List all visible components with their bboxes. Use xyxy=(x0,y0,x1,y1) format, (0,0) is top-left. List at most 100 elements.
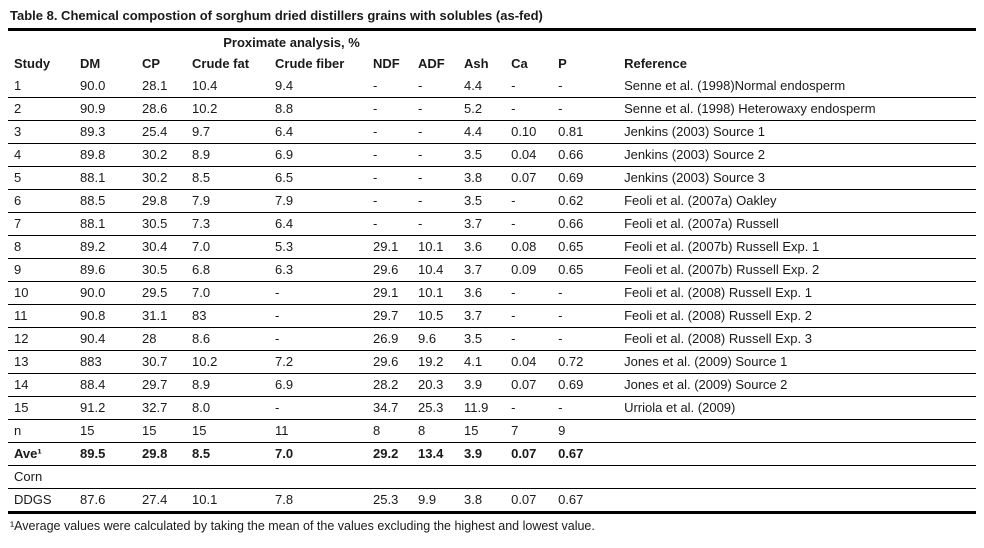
value-cell: 8.0 xyxy=(192,400,211,415)
value-cell: 0.65 xyxy=(558,262,584,277)
value-cell: 30.5 xyxy=(142,262,168,277)
value-cell: 30.7 xyxy=(142,354,168,369)
table-row: DDGS 87.6 27.4 10.1 7.8 25.3 9.9 3.8 0.07 0.67 xyxy=(8,489,976,513)
column-header-adf: ADF xyxy=(418,56,445,71)
value-cell: 0.07 xyxy=(511,377,537,392)
value-cell: 6.9 xyxy=(275,147,294,162)
value-cell: 3.6 xyxy=(464,239,483,254)
value-cell: 7.9 xyxy=(275,193,294,208)
column-header-p: P xyxy=(558,56,567,71)
row-label-cell: 10 xyxy=(14,285,29,300)
value-cell: - xyxy=(373,193,378,208)
value-cell: 10.5 xyxy=(418,308,444,323)
row-label-cell: 5 xyxy=(14,170,22,185)
value-cell: 0.66 xyxy=(558,216,584,231)
column-header-ca: Ca xyxy=(511,56,528,71)
value-cell: 29.7 xyxy=(142,377,168,392)
value-cell: - xyxy=(373,170,378,185)
value-cell: 3.7 xyxy=(464,216,483,231)
column-header-cp: CP xyxy=(142,56,161,71)
column-header-study: Study xyxy=(14,56,51,71)
reference-cell: Jones et al. (2009) Source 1 xyxy=(624,354,788,369)
value-cell: 3.6 xyxy=(464,285,483,300)
value-cell: - xyxy=(373,124,378,139)
value-cell: 0.65 xyxy=(558,239,584,254)
value-cell: - xyxy=(418,124,423,139)
value-cell: 7.8 xyxy=(275,492,294,507)
value-cell: 10.2 xyxy=(192,354,218,369)
value-cell: - xyxy=(373,101,378,116)
value-cell: 30.2 xyxy=(142,170,168,185)
table-row: 9 89.6 30.5 6.8 6.3 29.6 10.4 3.7 0.09 0.65 Feoli … xyxy=(8,259,976,282)
value-cell: 29.1 xyxy=(373,285,399,300)
value-cell: 5.2 xyxy=(464,101,483,116)
value-cell: 7 xyxy=(511,423,519,438)
value-cell: 28 xyxy=(142,331,157,346)
value-cell: 7.3 xyxy=(192,216,211,231)
value-cell: 0.69 xyxy=(558,170,584,185)
value-cell: 29.6 xyxy=(373,354,399,369)
table-row: 14 88.4 29.7 8.9 6.9 28.2 20.3 3.9 0.07 0.69 Jones… xyxy=(8,374,976,397)
table-body: 1 90.0 28.1 10.4 9.4 - - 4.4 - - Senne et al. (199… xyxy=(8,75,976,513)
value-cell: 10.1 xyxy=(418,285,444,300)
value-cell: 10.4 xyxy=(418,262,444,277)
value-cell: 6.9 xyxy=(275,377,294,392)
reference-cell: Jones et al. (2009) Source 2 xyxy=(624,377,788,392)
value-cell: - xyxy=(558,285,563,300)
value-cell: 4.4 xyxy=(464,78,483,93)
reference-cell: Feoli et al. (2007a) Oakley xyxy=(624,193,777,208)
value-cell: 7.0 xyxy=(275,446,294,461)
value-cell: - xyxy=(275,400,280,415)
value-cell: - xyxy=(558,331,563,346)
value-cell: 89.2 xyxy=(80,239,106,254)
value-cell: 27.4 xyxy=(142,492,168,507)
value-cell: 3.9 xyxy=(464,377,483,392)
value-cell: 89.3 xyxy=(80,124,106,139)
value-cell: - xyxy=(275,308,280,323)
row-label-cell: 6 xyxy=(14,193,22,208)
value-cell: 6.3 xyxy=(275,262,294,277)
value-cell: 13.4 xyxy=(418,446,444,461)
value-cell: - xyxy=(511,400,516,415)
value-cell: 6.8 xyxy=(192,262,211,277)
spanner-spacer-right xyxy=(505,30,976,54)
value-cell: 29.6 xyxy=(373,262,399,277)
row-label-cell: Corn xyxy=(14,469,43,484)
column-header-crude-fat: Crude fat xyxy=(192,56,250,71)
reference-cell xyxy=(618,466,976,489)
value-cell: 89.6 xyxy=(80,262,106,277)
table-row: 5 88.1 30.2 8.5 6.5 - - 3.8 0.07 0.69 Jenkins (200… xyxy=(8,167,976,190)
value-cell: 29.8 xyxy=(142,446,168,461)
value-cell: - xyxy=(511,193,516,208)
row-label-cell: 2 xyxy=(14,101,22,116)
table-row: 2 90.9 28.6 10.2 8.8 - - 5.2 - - Senne et al. (199… xyxy=(8,98,976,121)
value-cell xyxy=(136,466,186,489)
value-cell: 90.0 xyxy=(80,285,106,300)
value-cell: 89.8 xyxy=(80,147,106,162)
table-row: Ave¹ 89.5 29.8 8.5 7.0 29.2 13.4 3.9 0.07 0.67 xyxy=(8,443,976,466)
value-cell: - xyxy=(418,193,423,208)
value-cell xyxy=(412,466,458,489)
spanner-spacer-left xyxy=(8,30,74,54)
row-label-cell: 7 xyxy=(14,216,22,231)
column-header-crude-fiber: Crude fiber xyxy=(275,56,345,71)
value-cell: 8.5 xyxy=(192,170,211,185)
value-cell: - xyxy=(558,101,563,116)
value-cell: 3.7 xyxy=(464,262,483,277)
row-label-cell: DDGS xyxy=(14,492,52,507)
value-cell: 28.1 xyxy=(142,78,168,93)
value-cell xyxy=(186,466,269,489)
value-cell: - xyxy=(511,285,516,300)
value-cell: 34.7 xyxy=(373,400,399,415)
value-cell: 4.4 xyxy=(464,124,483,139)
row-label-cell: 14 xyxy=(14,377,29,392)
reference-cell: Urriola et al. (2009) xyxy=(624,400,736,415)
value-cell: 0.04 xyxy=(511,147,537,162)
value-cell: 7.0 xyxy=(192,285,211,300)
value-cell: 883 xyxy=(80,354,102,369)
value-cell: 9 xyxy=(558,423,566,438)
value-cell: 15 xyxy=(464,423,479,438)
value-cell: 88.5 xyxy=(80,193,106,208)
value-cell: 28.2 xyxy=(373,377,399,392)
row-label-cell: Ave¹ xyxy=(14,446,42,461)
